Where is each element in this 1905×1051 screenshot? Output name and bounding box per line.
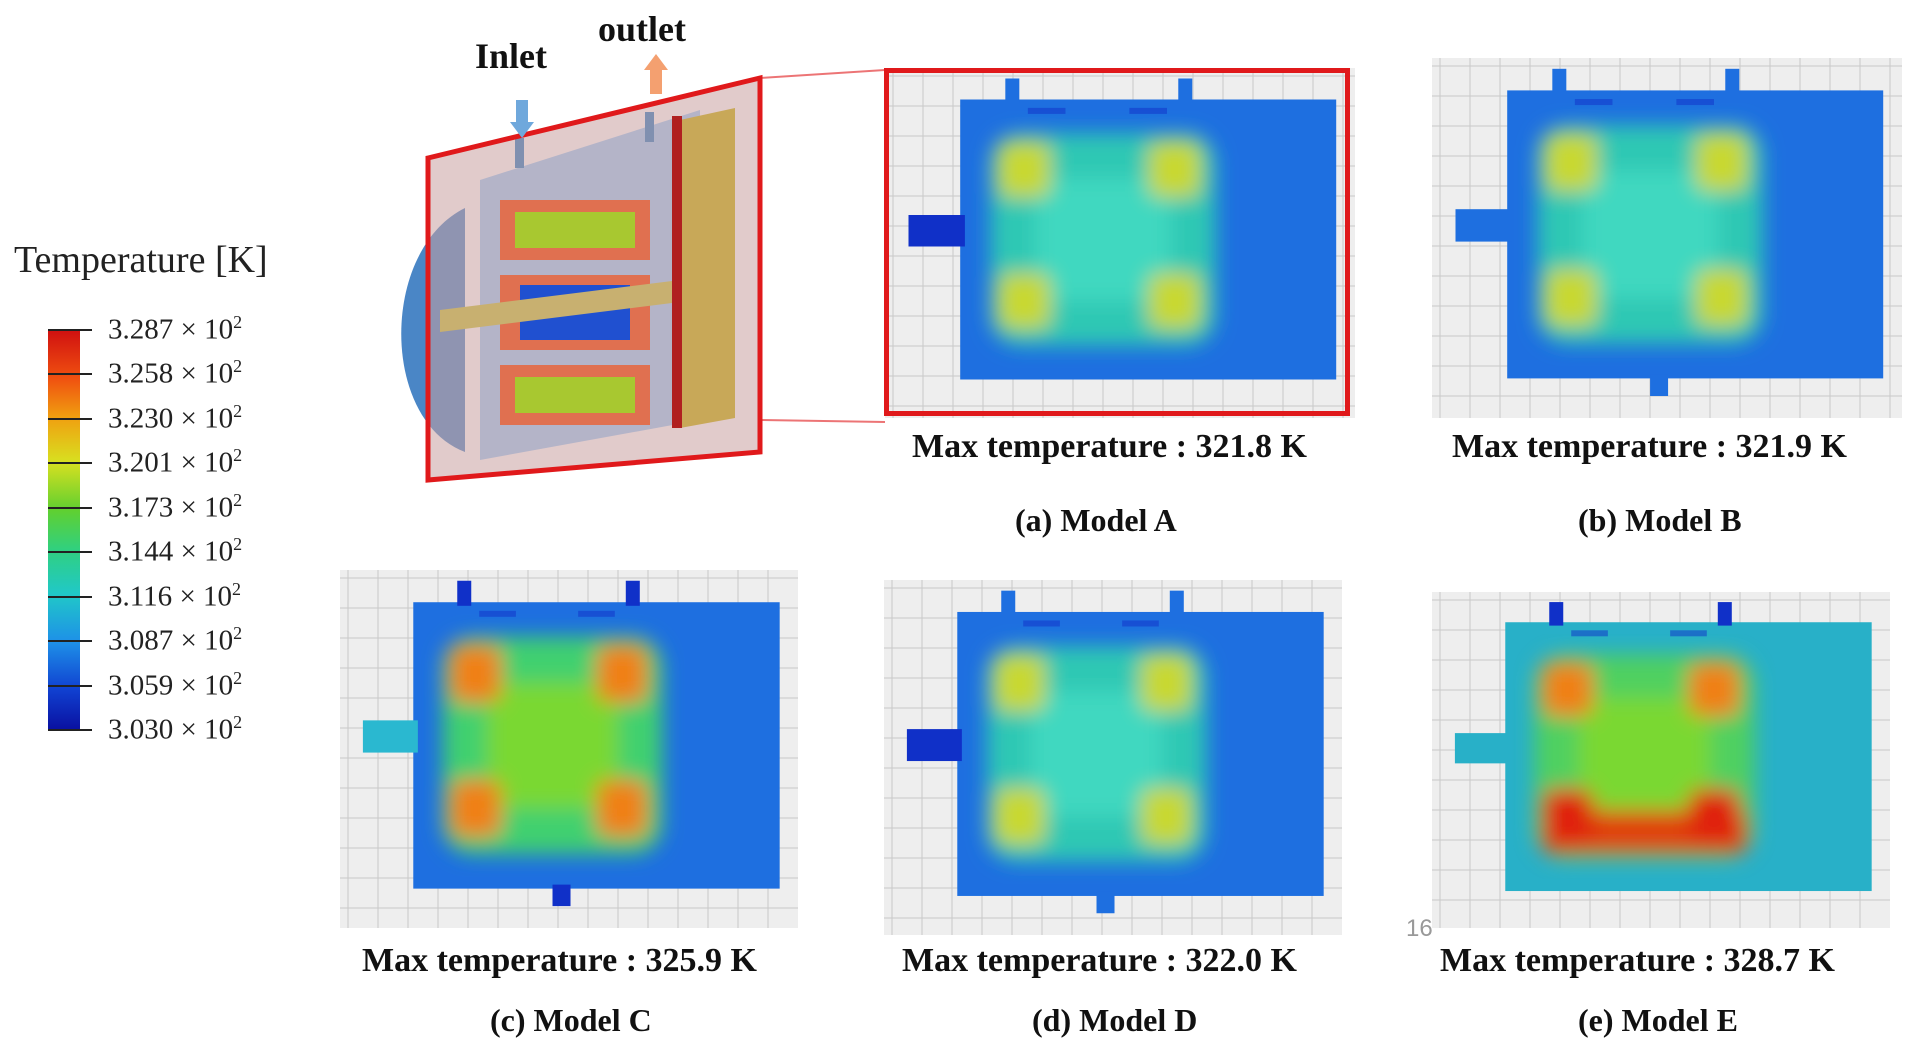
legend-tick-label: 3.173 × 102 (108, 489, 243, 524)
max-temp-e: Max temperature : 328.7 K (1440, 942, 1835, 979)
max-temp-a: Max temperature : 321.8 K (912, 428, 1307, 465)
legend-title: Temperature [K] (14, 239, 268, 281)
legend-tick-label: 3.230 × 102 (108, 400, 243, 435)
legend-tick-label: 3.258 × 102 (108, 356, 243, 391)
panel-model-c (340, 570, 798, 928)
legend-tick-mark (48, 684, 92, 687)
legend-tick-label: 3.287 × 102 (108, 312, 243, 346)
panel-model-b (1432, 58, 1902, 418)
thermal-contour (340, 570, 798, 928)
legend-tick-mark (48, 551, 92, 554)
panel-model-d (884, 580, 1342, 935)
legend-tick-label: 3.059 × 102 (108, 667, 243, 702)
caption-e: (e) Model E (1578, 1002, 1738, 1038)
legend-tick-label: 3.030 × 102 (108, 712, 243, 746)
max-temp-b: Max temperature : 321.9 K (1452, 428, 1847, 465)
legend-tick-mark (48, 417, 92, 420)
thermal-contour (1432, 58, 1902, 418)
legend-tick-label: 3.116 × 102 (108, 578, 242, 613)
legend-tick-mark (48, 373, 92, 376)
inlet-label: Inlet (475, 36, 547, 76)
panel-model-a (885, 68, 1355, 418)
max-temp-d: Max temperature : 322.0 K (902, 942, 1297, 979)
legend-tick-mark (48, 595, 92, 598)
caption-d: (d) Model D (1032, 1002, 1198, 1038)
outlet-label: outlet (598, 9, 686, 49)
legend-tick-mark (48, 729, 92, 731)
legend-tick-label: 3.087 × 102 (108, 623, 243, 657)
colorbar (48, 330, 80, 730)
legend-tick-label: 3.201 × 102 (108, 445, 243, 479)
legend-tick-mark (48, 462, 92, 465)
legend-tick-mark (48, 329, 92, 331)
legend-tick-mark (48, 640, 92, 643)
motor-3d-diagram (401, 54, 763, 483)
panel-model-e (1432, 592, 1890, 928)
legend-tick-label: 3.144 × 102 (108, 534, 243, 568)
thermal-contour (884, 580, 1342, 935)
highlight-frame (884, 68, 1350, 416)
thermal-contour (1432, 592, 1890, 928)
page-number: 16 (1406, 915, 1433, 942)
caption-b: (b) Model B (1578, 502, 1742, 538)
zoom-connector (760, 69, 886, 423)
thermal-contour (885, 68, 1355, 418)
caption-c: (c) Model C (490, 1002, 652, 1038)
max-temp-c: Max temperature : 325.9 K (362, 942, 757, 979)
caption-a: (a) Model A (1015, 502, 1177, 538)
legend-tick-mark (48, 506, 92, 509)
